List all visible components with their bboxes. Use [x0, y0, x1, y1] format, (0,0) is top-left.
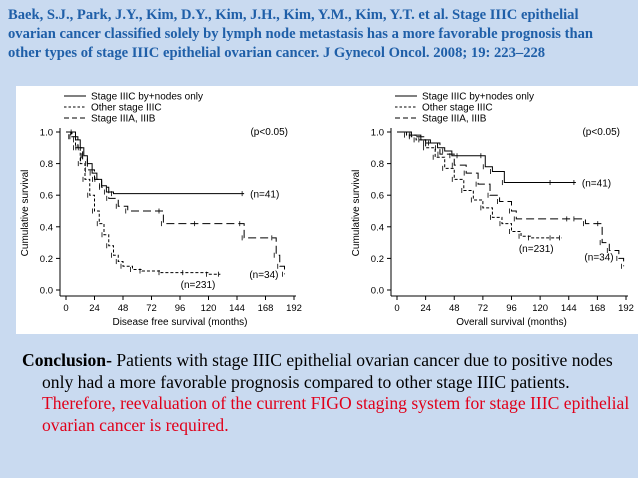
chart-panel-2: 0.0 0.2 0.4 0.6 0.8 1.0 0 24 48 72 96 120 144 168 192 O…	[351, 92, 634, 329]
x-axis-label: Disease free survival (months)	[112, 317, 247, 328]
legend-entry: Stage IIIC by+nodes only	[422, 92, 534, 103]
y-tick-label: 1.0	[371, 128, 384, 139]
p-value-label: (p<0.05)	[582, 127, 620, 138]
series-count-label: (n=41)	[582, 179, 611, 190]
y-tick-label: 0.0	[371, 286, 384, 297]
p-value-label: (p<0.05)	[250, 127, 288, 138]
series-line-long-dashed	[66, 131, 285, 275]
conclusion-paragraph: Conclusion- Patients with stage IIIC epi…	[22, 350, 638, 436]
y-tick-label: 0.6	[371, 191, 384, 202]
x-tick-label: 24	[420, 303, 431, 314]
x-tick-label: 72	[146, 303, 157, 314]
legend-entry: Stage IIIC by+nodes only	[91, 92, 203, 103]
series-count-label: (n=34)	[249, 270, 278, 281]
x-tick-label: 48	[118, 303, 129, 314]
legend-entry: Other stage IIIC	[422, 103, 493, 114]
series-line-dashed	[66, 131, 221, 275]
conclusion-lead: Conclusion-	[22, 350, 112, 370]
survival-figure: 0.0 0.2 0.4 0.6 0.8 1.0 0 24 48 72 96 120 144 168 192 D…	[16, 86, 638, 334]
x-axis-label: Overall survival (months)	[456, 317, 567, 328]
legend-entry: Stage IIIA, IIIB	[91, 114, 156, 125]
y-tick-label: 0.2	[40, 254, 53, 265]
y-tick-label: 1.0	[40, 128, 53, 139]
y-tick-label: 0.6	[40, 191, 53, 202]
x-tick-label: 120	[201, 303, 217, 314]
x-tick-label: 72	[478, 303, 489, 314]
survival-charts-svg: 0.0 0.2 0.4 0.6 0.8 1.0 0 24 48 72 96 120 144 168 192 D…	[20, 92, 634, 329]
x-tick-label: 24	[89, 303, 100, 314]
y-tick-label: 0.0	[40, 286, 53, 297]
y-axis-label: Cumulative survival	[351, 170, 362, 257]
x-tick-label: 144	[229, 303, 245, 314]
x-tick-label: 144	[561, 303, 577, 314]
conclusion-highlight: Therefore, reevaluation of the current F…	[42, 393, 630, 435]
x-tick-label: 168	[258, 303, 274, 314]
x-tick-label: 96	[175, 303, 186, 314]
y-tick-label: 0.8	[371, 159, 384, 170]
series-line-long-dashed	[397, 131, 625, 267]
y-axis-label: Cumulative survival	[20, 170, 31, 257]
x-tick-label: 120	[532, 303, 548, 314]
series-count-label: (n=34)	[584, 252, 613, 263]
x-tick-label: 0	[63, 303, 68, 314]
series-count-label: (n=41)	[250, 190, 279, 201]
y-tick-label: 0.4	[371, 222, 384, 233]
chart-panel-1: 0.0 0.2 0.4 0.6 0.8 1.0 0 24 48 72 96 120 144 168 192 D…	[20, 92, 302, 329]
x-tick-label: 192	[618, 303, 634, 314]
x-tick-label: 96	[506, 303, 517, 314]
x-tick-label: 168	[589, 303, 605, 314]
x-tick-label: 48	[449, 303, 460, 314]
citation-text: Baek, S.J., Park, J.Y., Kim, D.Y., Kim, …	[8, 7, 593, 61]
series-count-label: (n=231)	[519, 244, 554, 255]
y-tick-label: 0.8	[40, 159, 53, 170]
series-line-solid	[397, 131, 576, 184]
conclusion-body: Patients with stage IIIC epithelial ovar…	[42, 350, 613, 392]
legend-entry: Other stage IIIC	[91, 103, 162, 114]
series-count-label: (n=231)	[181, 280, 216, 291]
x-tick-label: 192	[286, 303, 302, 314]
y-tick-label: 0.2	[371, 254, 384, 265]
series-line-dashed	[397, 131, 562, 239]
x-tick-label: 0	[394, 303, 399, 314]
legend-entry: Stage IIIA, IIIB	[422, 114, 487, 125]
y-tick-label: 0.4	[40, 222, 53, 233]
series-line-solid	[66, 131, 245, 195]
